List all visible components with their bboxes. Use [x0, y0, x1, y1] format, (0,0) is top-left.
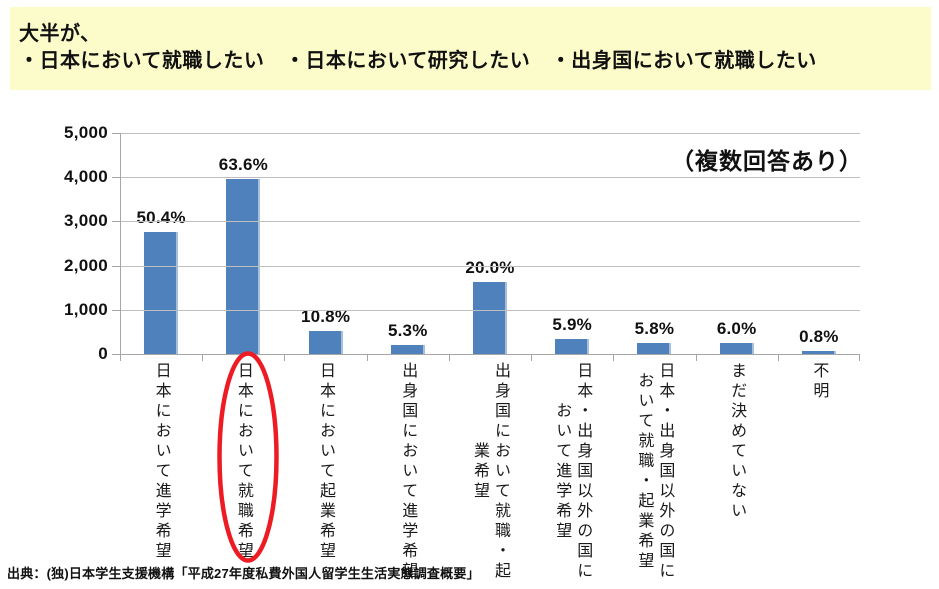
gridline [120, 354, 860, 355]
gridline [120, 265, 860, 267]
highlight-ellipse [217, 351, 279, 563]
category-label-line: 出身国において進学希望 [399, 362, 417, 582]
gridline [120, 309, 860, 311]
y-axis-tickmark [112, 354, 120, 355]
x-axis-tick [695, 354, 697, 361]
category-label: 日本において就職希望 [233, 361, 254, 563]
y-axis-line [120, 133, 121, 361]
y-axis-tickmark [112, 177, 120, 179]
bar [637, 343, 672, 354]
bar-value-label: 5.3% [387, 321, 428, 341]
y-axis-tickmark [112, 309, 120, 311]
category-label-line: まだ決めていない [728, 362, 746, 522]
bar-value-label: 10.8% [300, 307, 351, 327]
bar-value-label: 0.8% [799, 327, 839, 347]
y-axis-tick-label: 4,000 [63, 167, 108, 187]
bar-value-label: 5.9% [552, 315, 592, 335]
category-label: 日本・出身国以外の国に おいて進学希望 [551, 361, 593, 583]
plot-area: 50.4% 63.6% 10.8% 5.3% 20.0% 5.9% 5.8% 6.0% 0.8% [112, 133, 860, 361]
y-axis-tickmark [112, 133, 120, 134]
bar [144, 232, 179, 354]
multiple-answers-note: （複数回答あり） [671, 148, 863, 174]
category-label-line: 出身国において就職・起 [491, 362, 509, 582]
category-label: まだ決めていない [726, 361, 747, 523]
y-axis-tick-label: 5,000 [63, 123, 108, 142]
category-label: 日本・出身国以外の国に おいて就職・起業希望 [633, 361, 675, 583]
category-cell: 日本・出身国以外の国に おいて就職・起業希望 [613, 361, 695, 583]
category-label-line: 日本において就職希望 [234, 362, 252, 562]
bar [555, 339, 590, 354]
headline-line1: 大半が、 [19, 23, 101, 45]
bar-cell: 63.6% [202, 133, 284, 354]
x-axis-tick [613, 354, 615, 361]
y-axis-tick-label: 0 [98, 344, 108, 363]
gridline [120, 133, 860, 134]
category-label: 不明 [808, 361, 829, 403]
category-cell: 日本・出身国以外の国に おいて進学希望 [531, 361, 613, 583]
category-cell: 不明 [778, 361, 860, 403]
bar-value-label: 50.4% [136, 208, 186, 228]
y-axis-tick-label: 2,000 [63, 255, 108, 275]
gridline [120, 177, 860, 179]
bar-value-label: 20.0% [465, 258, 515, 278]
category-label-line: 日本・出身国以外の国に [656, 362, 674, 582]
bar-cell: 5.3% [367, 133, 449, 354]
x-axis [120, 354, 860, 361]
category-cell: まだ決めていない [696, 361, 778, 523]
x-axis-tick [859, 354, 860, 361]
category-label: 出身国において就職・起 業希望 [469, 361, 511, 583]
category-label-line: 日本において進学希望 [152, 362, 170, 562]
bar-cell: 5.9% [531, 133, 613, 354]
bar [226, 179, 261, 354]
category-label-line: おいて就職・起業希望 [635, 372, 653, 572]
bar-value-label: 5.8% [634, 319, 675, 339]
category-label-line: 日本・出身国以外の国に [574, 362, 592, 582]
category-cell: 日本において進学希望 [120, 361, 202, 563]
bar-value-label: 6.0% [716, 318, 757, 338]
bar [801, 351, 836, 354]
category-cell: 出身国において進学希望 [367, 361, 449, 583]
category-label: 日本において進学希望 [151, 361, 172, 563]
x-axis-tick [777, 354, 779, 361]
bar-cell: 20.0% [449, 133, 531, 354]
bar [719, 342, 754, 354]
y-axis-tick-label: 3,000 [63, 211, 108, 231]
category-cell: 出身国において就職・起 業希望 [449, 361, 531, 583]
bar [472, 282, 507, 354]
category-labels-row: 日本において進学希望 日本において就職希望 日本において起業希望 出身国において進学希… [120, 361, 860, 583]
category-label-line: おいて進学希望 [553, 402, 571, 542]
x-axis-tick [284, 354, 286, 361]
x-axis-tick [202, 354, 204, 361]
category-label-line: 不明 [810, 362, 828, 402]
category-label: 日本において起業希望 [315, 361, 336, 563]
category-cell: 日本において就職希望 [202, 361, 284, 563]
headline-box: 大半が、 ・日本において就職したい ・日本において研究したい ・出身国において就… [10, 7, 931, 90]
x-axis-tick [531, 354, 533, 361]
bar-cell: 10.8% [284, 133, 366, 354]
gridline [120, 221, 860, 223]
bar-cell: 6.0% [696, 133, 778, 354]
x-axis-tick [448, 354, 450, 361]
category-label-line: 業希望 [470, 442, 488, 502]
y-axis-tick-label: 1,000 [63, 299, 108, 319]
bar-value-label: 63.6% [218, 155, 268, 175]
bars-row: 50.4% 63.6% 10.8% 5.3% 20.0% 5.9% 5.8% 6.0% 0.8% [120, 133, 860, 354]
x-axis-tick [120, 354, 121, 361]
category-cell: 日本において起業希望 [284, 361, 366, 563]
bar [390, 345, 425, 354]
headline-line2: ・日本において就職したい ・日本において研究したい ・出身国において就職したい [19, 50, 817, 72]
bar [308, 331, 343, 354]
category-label: 出身国において進学希望 [397, 361, 418, 583]
bar-cell: 5.8% [613, 133, 695, 354]
category-label-line: 日本において起業希望 [317, 362, 335, 562]
bar-cell: 50.4% [120, 133, 202, 354]
bar-cell: 0.8% [778, 133, 860, 354]
source-note: 出典：(独)日本学生支援機構「平成27年度私費外国人留学生生活実態調査概要」 [7, 566, 480, 581]
y-axis-tickmark [112, 221, 120, 223]
x-axis-tick [366, 354, 368, 361]
y-axis-tickmark [112, 265, 120, 267]
